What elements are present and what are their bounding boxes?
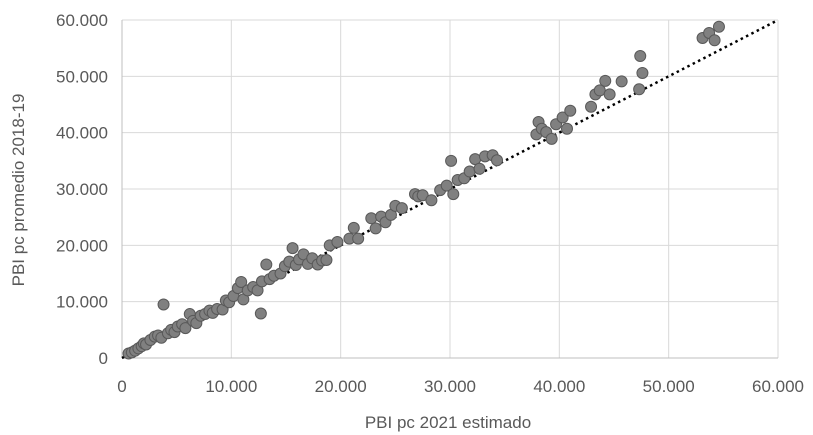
data-point [320,253,333,266]
x-tick-labels: 0 10.000 20.000 30.000 40.000 50.000 60.000 [117,377,804,396]
y-tick-label: 50.000 [56,67,108,86]
data-point [425,194,438,207]
data-point [712,20,725,33]
data-point [179,322,192,335]
data-point [440,179,453,192]
data-point [463,165,476,178]
data-point [473,162,486,175]
x-tick-label: 40.000 [533,377,585,396]
x-axis-title: PBI pc 2021 estimado [365,413,531,432]
x-tick-label: 10.000 [205,377,257,396]
data-point [636,66,649,79]
x-tick-label: 60.000 [752,377,804,396]
x-tick-label: 50.000 [643,377,695,396]
data-point [286,242,299,255]
data-point [254,307,267,320]
data-point [585,100,598,113]
data-point [545,132,558,145]
data-point [395,202,408,215]
data-point [260,258,273,271]
data-point [157,298,170,311]
data-point [365,212,378,225]
y-tick-label: 0 [99,349,108,368]
y-tick-label: 40.000 [56,124,108,143]
data-point [599,74,612,87]
data-point [235,275,248,288]
x-tick-label: 30.000 [424,377,476,396]
y-tick-label: 20.000 [56,236,108,255]
data-point [560,122,573,135]
data-point [331,235,344,248]
data-point [634,50,647,63]
axes [121,20,778,359]
x-tick-label: 20.000 [315,377,367,396]
data-point [603,88,616,101]
data-point [347,221,360,234]
data-point [416,189,429,202]
data-point [491,154,504,167]
y-axis-title: PBI pc promedio 2018-19 [9,94,28,287]
data-point [564,104,577,117]
data-point [633,83,646,96]
y-tick-label: 30.000 [56,180,108,199]
data-point [447,188,460,201]
data-point [615,75,628,88]
y-tick-labels: 0 10.000 20.000 30.000 40.000 50.000 60.000 [56,11,108,368]
data-point [556,111,569,124]
y-tick-label: 10.000 [56,293,108,312]
data-point [445,154,458,167]
data-point [352,232,365,245]
y-tick-label: 60.000 [56,11,108,30]
data-point [708,34,721,47]
data-points [122,20,725,360]
data-point [369,222,382,235]
x-tick-label: 0 [117,377,126,396]
